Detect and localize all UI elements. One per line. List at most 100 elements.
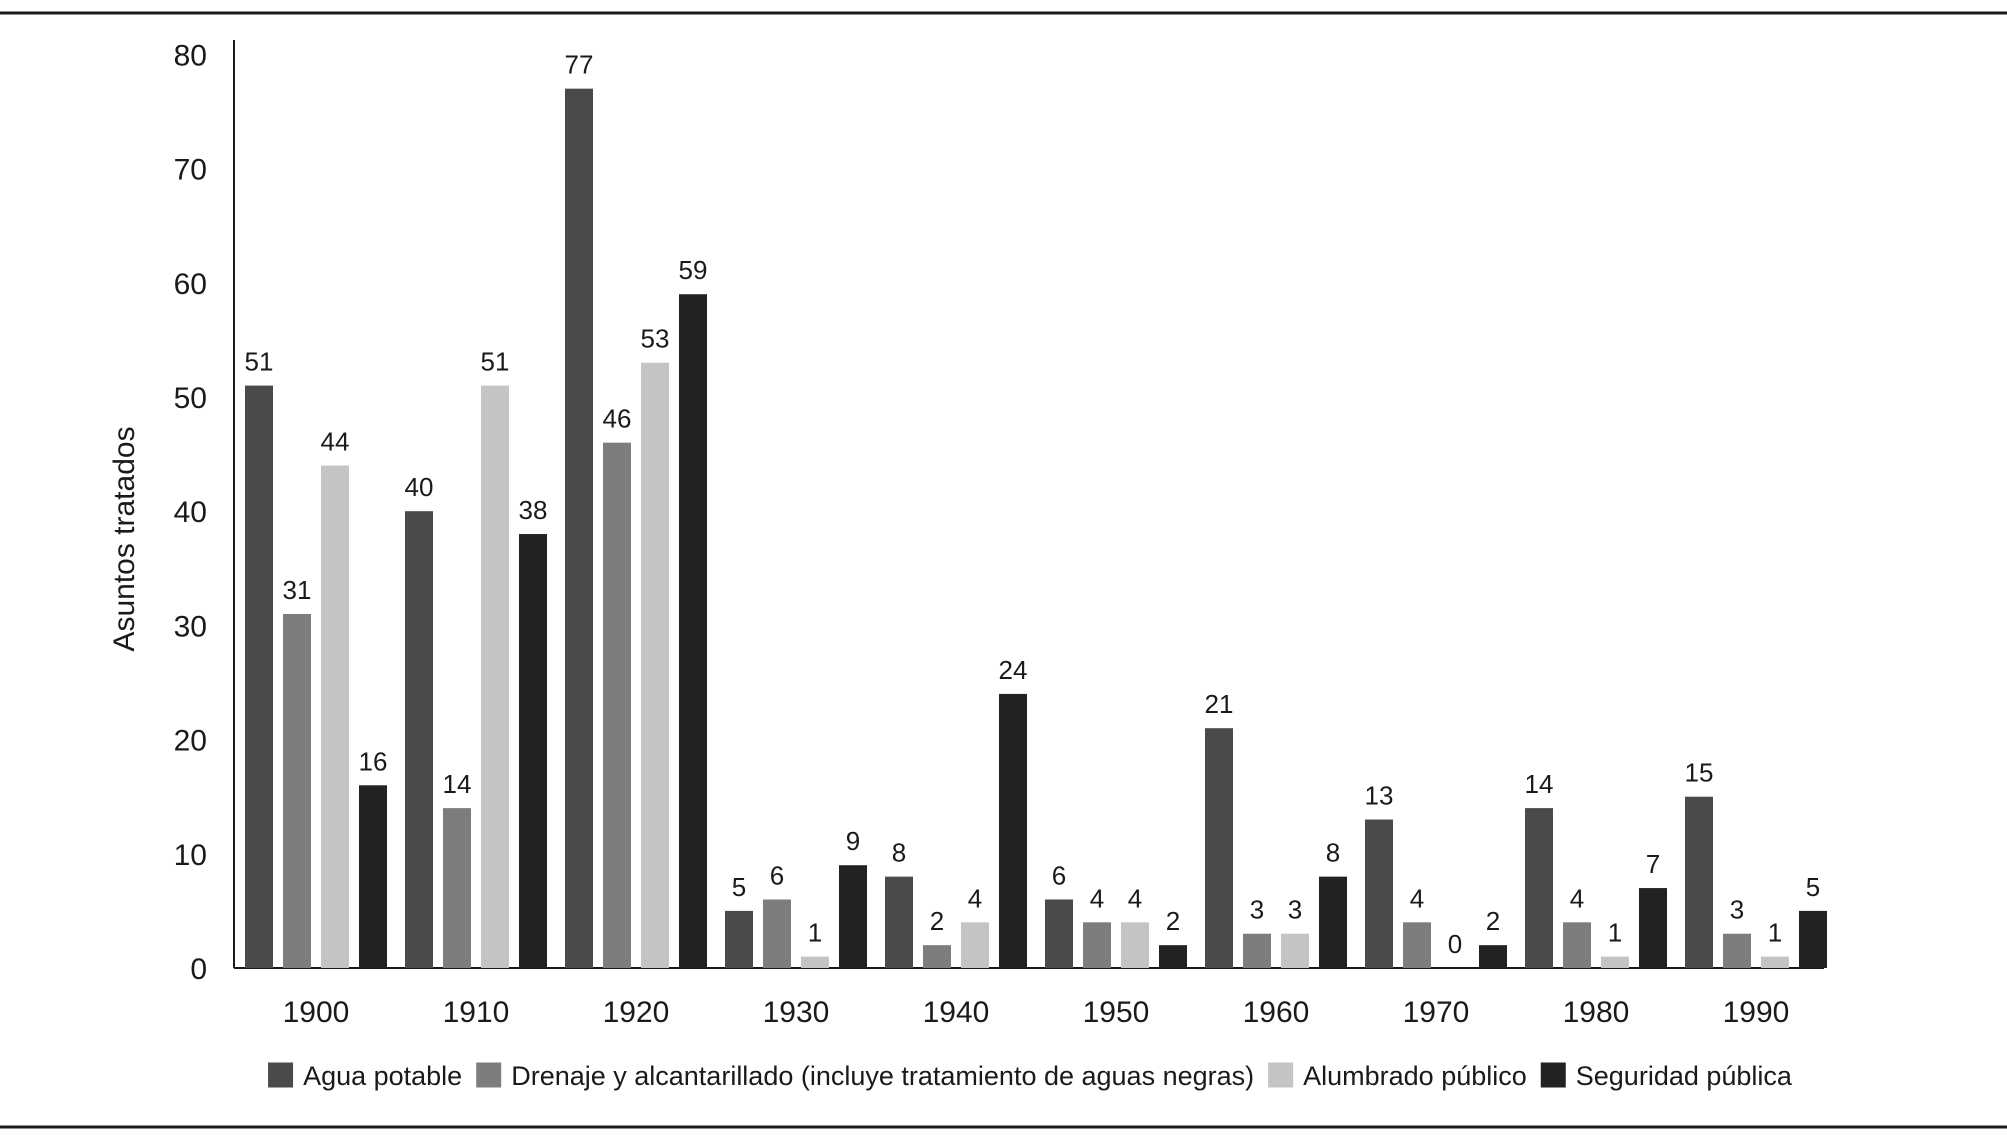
bar: [321, 465, 349, 968]
bar-value-label: 4: [968, 883, 982, 913]
bar-value-label: 4: [1090, 883, 1104, 913]
bar-value-label: 13: [1365, 781, 1394, 811]
legend-label: Alumbrado público: [1303, 1061, 1527, 1091]
bars-group: [245, 88, 1827, 969]
bar-value-label: 5: [732, 872, 746, 902]
legend-swatch: [268, 1062, 294, 1088]
bar: [1403, 922, 1431, 968]
bar: [1243, 933, 1271, 968]
bar-value-label: 51: [245, 347, 274, 377]
bar-value-label: 24: [999, 655, 1028, 685]
bar-value-label: 44: [321, 427, 350, 457]
y-tick-label: 40: [174, 496, 207, 529]
bar-value-label: 7: [1646, 849, 1660, 879]
x-tick-label: 1980: [1563, 996, 1630, 1029]
y-tick-label: 10: [174, 839, 207, 872]
bar-value-label: 1: [1608, 918, 1622, 948]
bar: [923, 945, 951, 968]
bar-value-label: 8: [1326, 838, 1340, 868]
bar: [679, 294, 707, 969]
bar-value-label: 3: [1288, 895, 1302, 925]
bar: [519, 534, 547, 968]
bar-value-label: 2: [1486, 906, 1500, 936]
legend-swatch: [1268, 1062, 1294, 1088]
bar: [1601, 956, 1629, 968]
bar: [245, 385, 273, 969]
bar: [1723, 933, 1751, 968]
bar: [405, 511, 433, 968]
x-tick-label: 1970: [1403, 996, 1470, 1029]
bar: [1525, 808, 1553, 968]
bar-value-label: 16: [359, 746, 388, 776]
legend-swatch: [476, 1062, 502, 1088]
legend-swatch: [1540, 1062, 1566, 1088]
y-tick-label: 50: [174, 382, 207, 415]
bar-value-label: 1: [808, 918, 822, 948]
bar-value-label: 21: [1205, 689, 1234, 719]
x-tick-label: 1960: [1243, 996, 1310, 1029]
bar: [1281, 933, 1309, 968]
bar: [565, 88, 593, 968]
bar: [1121, 922, 1149, 968]
bar: [1479, 945, 1507, 968]
bar: [1319, 876, 1347, 968]
bar-value-label: 15: [1685, 758, 1714, 788]
bar-value-label: 3: [1250, 895, 1264, 925]
bar-value-label: 2: [930, 906, 944, 936]
x-tick-label: 1910: [443, 996, 510, 1029]
bar: [1563, 922, 1591, 968]
bar: [1685, 796, 1713, 968]
bar: [999, 693, 1027, 968]
bar-value-label: 4: [1410, 883, 1424, 913]
bar-value-label: 40: [405, 472, 434, 502]
bar: [1799, 910, 1827, 968]
bar-value-label: 6: [770, 860, 784, 890]
bar: [1205, 728, 1233, 968]
bar: [481, 385, 509, 969]
bar-value-label: 14: [1525, 769, 1554, 799]
bar: [1159, 945, 1187, 968]
bar: [961, 922, 989, 968]
legend-label: Seguridad pública: [1576, 1061, 1793, 1091]
bar-value-label: 3: [1730, 895, 1744, 925]
x-tick-label: 1900: [283, 996, 350, 1029]
bar-value-label: 1: [1768, 918, 1782, 948]
x-tick-label: 1950: [1083, 996, 1150, 1029]
bar: [763, 899, 791, 968]
bar: [359, 785, 387, 968]
y-tick-label: 0: [190, 953, 207, 986]
bar: [885, 876, 913, 968]
y-tick-label: 70: [174, 154, 207, 187]
y-tick-label: 20: [174, 725, 207, 758]
x-tick-label: 1990: [1723, 996, 1790, 1029]
bar-value-label: 4: [1128, 883, 1142, 913]
bar-value-label: 77: [565, 50, 594, 80]
bar: [1639, 888, 1667, 968]
bar-value-label: 6: [1052, 860, 1066, 890]
bar-value-label: 59: [679, 255, 708, 285]
bar: [1083, 922, 1111, 968]
bar: [443, 808, 471, 968]
bar-value-label: 53: [641, 324, 670, 354]
y-tick-label: 80: [174, 39, 207, 72]
x-tick-label: 1930: [763, 996, 830, 1029]
bar-value-label: 38: [519, 495, 548, 525]
bar: [725, 910, 753, 968]
y-tick-label: 60: [174, 268, 207, 301]
bar-value-label: 9: [846, 826, 860, 856]
x-tick-label: 1920: [603, 996, 670, 1029]
bar: [641, 362, 669, 968]
bar-value-label: 14: [443, 769, 472, 799]
bar: [1365, 819, 1393, 968]
y-axis-ticks: 0 10 20 30 40 50 60 70 80: [174, 39, 207, 986]
bar: [603, 442, 631, 968]
bar-value-label: 4: [1570, 883, 1584, 913]
x-tick-label: 1940: [923, 996, 990, 1029]
bar-value-label: 31: [283, 575, 312, 605]
legend-label: Agua potable: [303, 1061, 462, 1091]
y-tick-label: 30: [174, 610, 207, 643]
bar: [839, 865, 867, 968]
y-axis-title: Asuntos tratados: [108, 426, 141, 651]
